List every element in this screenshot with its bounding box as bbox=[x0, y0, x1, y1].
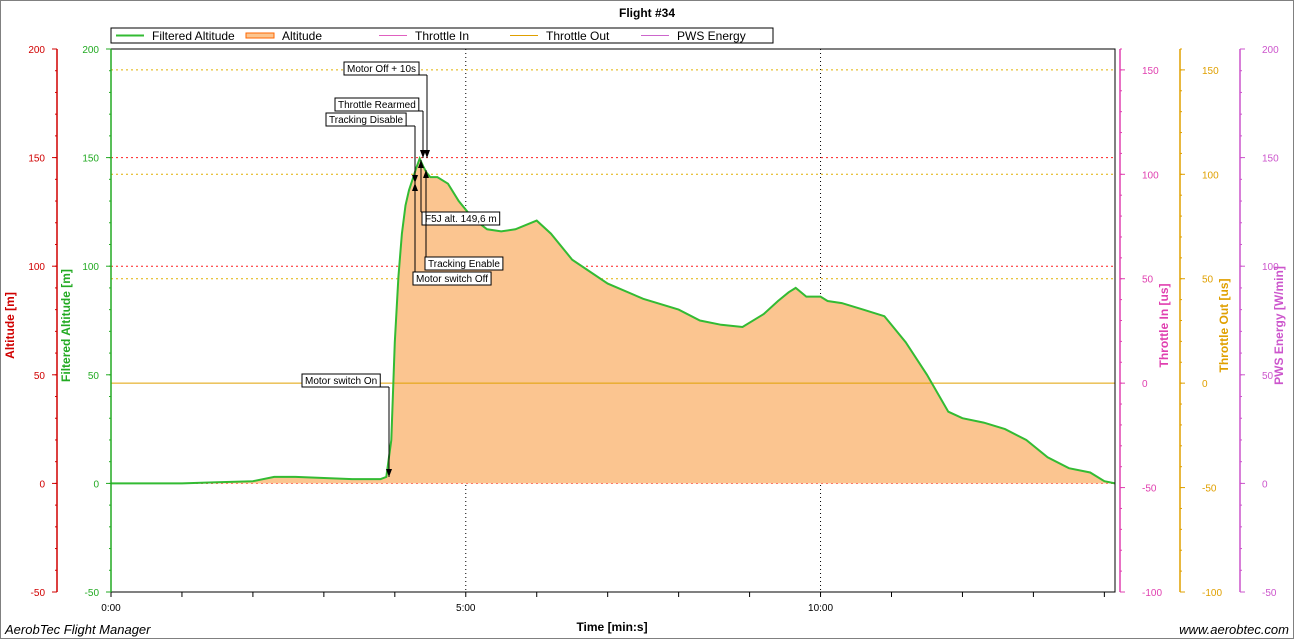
annotation: Motor switch On bbox=[301, 373, 392, 477]
annotation-label: Throttle Rearmed bbox=[338, 100, 416, 111]
annotation: Motor switch Off bbox=[412, 183, 492, 286]
y-tick-label: -50 bbox=[85, 588, 100, 599]
y-tick-label: -50 bbox=[1202, 484, 1217, 495]
annotation-box bbox=[421, 211, 501, 226]
altitude-area bbox=[111, 158, 1115, 484]
x-tick-label: 0:00 bbox=[101, 603, 121, 614]
y-tick-label: -50 bbox=[31, 588, 46, 599]
annotation-arrow bbox=[386, 469, 392, 477]
filtered-altitude-line bbox=[111, 155, 1116, 485]
chart-title: Flight #34 bbox=[619, 6, 675, 20]
filtered-altitude-layer bbox=[111, 155, 1116, 485]
y-tick-label: 50 bbox=[88, 371, 100, 382]
annotation-box bbox=[424, 256, 504, 271]
y-tick-label: 150 bbox=[1142, 66, 1159, 77]
annotation-arrow bbox=[412, 175, 418, 183]
x-tick-label: 5:00 bbox=[456, 603, 476, 614]
annotation: Tracking Disable bbox=[325, 112, 418, 183]
annotation-box bbox=[325, 112, 407, 127]
annotation-arrow bbox=[412, 183, 418, 191]
x-tick-label: 10:00 bbox=[808, 603, 833, 614]
annotation-arrow bbox=[424, 150, 430, 158]
y-tick-label: 50 bbox=[1202, 275, 1214, 286]
legend-swatch bbox=[245, 32, 275, 39]
annotation: Throttle Rearmed bbox=[334, 97, 426, 158]
legend-label: PWS Energy bbox=[677, 29, 746, 43]
legend-entry: Altitude bbox=[245, 29, 322, 43]
legend-entry: Throttle In bbox=[379, 29, 469, 43]
annotation: F5J alt. 149,6 m bbox=[418, 160, 501, 226]
legend-entry: Throttle Out bbox=[510, 29, 610, 43]
annotations-layer: Motor Off + 10s Throttle Rearmed Tracking … bbox=[301, 61, 504, 477]
footer-website: www.aerobtec.com bbox=[1179, 622, 1289, 637]
y-tick-label: -100 bbox=[1202, 588, 1222, 599]
annotation-box bbox=[301, 373, 381, 388]
y-tick-label: 150 bbox=[82, 154, 99, 165]
annotation-arrow bbox=[418, 160, 424, 168]
legend-label: Throttle In bbox=[415, 29, 469, 43]
y-tick-label: 200 bbox=[1262, 45, 1279, 56]
y-axis-label: PWS Energy [W/min] bbox=[1272, 266, 1286, 385]
legend-box bbox=[110, 27, 774, 44]
y-tick-label: 150 bbox=[28, 154, 45, 165]
legend-label: Altitude bbox=[282, 29, 322, 43]
annotation-arrow bbox=[423, 170, 429, 178]
annotation: Motor Off + 10s bbox=[343, 61, 430, 158]
annotation-box bbox=[412, 271, 492, 286]
y-tick-label: 0 bbox=[93, 479, 99, 490]
y-tick-label: 0 bbox=[1142, 379, 1148, 390]
y-tick-label: 150 bbox=[1202, 66, 1219, 77]
annotation-label: Tracking Disable bbox=[329, 115, 404, 126]
y-tick-label: 100 bbox=[28, 262, 45, 273]
y-tick-label: -100 bbox=[1142, 588, 1162, 599]
y-tick-label: 50 bbox=[34, 371, 46, 382]
annotation-box bbox=[334, 97, 420, 112]
altitude-area-layer bbox=[111, 158, 1115, 484]
y-tick-label: -50 bbox=[1262, 588, 1277, 599]
y-tick-label: 0 bbox=[1262, 479, 1268, 490]
annotation-label: Motor Off + 10s bbox=[347, 64, 416, 75]
annotation-label: Motor switch Off bbox=[416, 274, 488, 285]
legend-label: Throttle Out bbox=[546, 29, 610, 43]
y-tick-label: 100 bbox=[1142, 170, 1159, 181]
y-tick-label: 200 bbox=[82, 45, 99, 56]
y-tick-label: 100 bbox=[82, 262, 99, 273]
y-tick-label: 100 bbox=[1202, 170, 1219, 181]
annotation-arrow bbox=[420, 150, 426, 158]
legend-entry: PWS Energy bbox=[641, 29, 746, 43]
legend-label: Filtered Altitude bbox=[152, 29, 235, 43]
y-tick-label: 0 bbox=[39, 479, 45, 490]
annotation-label: Motor switch On bbox=[305, 376, 377, 387]
y-tick-label: 50 bbox=[1142, 275, 1154, 286]
annotation-label: Tracking Enable bbox=[428, 259, 500, 270]
legend-entry: Filtered Altitude bbox=[116, 29, 235, 43]
y-tick-label: 50 bbox=[1262, 371, 1274, 382]
y-axis-label: Throttle Out [us] bbox=[1217, 279, 1231, 373]
y-tick-label: 150 bbox=[1262, 154, 1279, 165]
axes-layer: 0:00 5:00 10:00 -50 0 50 100 150 200 Altitude [m]… bbox=[3, 45, 1286, 614]
annotation: Tracking Enable bbox=[423, 170, 504, 271]
y-tick-label: -50 bbox=[1142, 484, 1157, 495]
y-axis-label: Filtered Altitude [m] bbox=[59, 269, 73, 382]
legend: Filtered Altitude Altitude Throttle In Thro… bbox=[110, 27, 774, 44]
annotation-label: F5J alt. 149,6 m bbox=[425, 214, 497, 225]
x-axis-label: Time [min:s] bbox=[576, 620, 647, 634]
y-tick-label: 100 bbox=[1262, 262, 1279, 273]
footer-app-name: AerobTec Flight Manager bbox=[4, 622, 151, 637]
y-tick-label: 0 bbox=[1202, 379, 1208, 390]
annotation-box bbox=[343, 61, 420, 76]
y-tick-label: 200 bbox=[28, 45, 45, 56]
y-axis-label: Altitude [m] bbox=[3, 292, 17, 359]
y-axis-label: Throttle In [us] bbox=[1157, 284, 1171, 368]
